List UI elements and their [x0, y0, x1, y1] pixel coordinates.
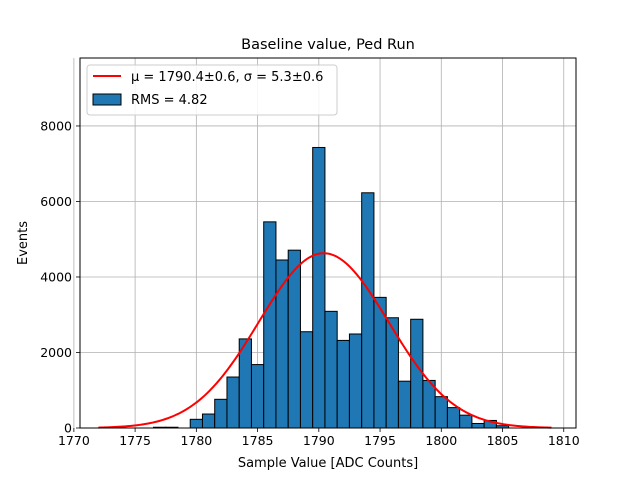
histogram-bar: [471, 422, 485, 429]
histogram-bar: [299, 331, 314, 429]
plot-area: 1770 1775 1780 1785 1790 1795 1800 1805 1810 0 20…: [40, 57, 580, 448]
gaussian-fit-curve: [98, 252, 552, 429]
legend-box: [86, 64, 338, 116]
y-tick-label: 2000: [40, 345, 72, 360]
y-axis-label: Events: [16, 221, 31, 265]
histogram-bar: [397, 380, 412, 429]
histogram-bar: [263, 221, 277, 429]
y-axis-ticks: 0 2000 4000 6000 8000: [40, 118, 80, 436]
y-tick-label: 0: [64, 421, 72, 436]
x-tick-label: 1785: [242, 433, 274, 448]
histogram-bars: [152, 146, 510, 429]
x-axis-label: Sample Value [ADC Counts]: [238, 456, 418, 471]
x-tick-label: 1800: [425, 433, 457, 448]
x-tick-label: 1790: [303, 433, 335, 448]
histogram-bar: [312, 146, 326, 429]
legend-rms-label: RMS = 4.82: [131, 93, 208, 108]
histogram-bar: [201, 413, 216, 429]
histogram-bar: [459, 414, 473, 429]
axes-frame: [79, 57, 577, 429]
histogram-bar: [287, 249, 301, 429]
histogram-bar: [250, 364, 265, 429]
histogram-bar: [189, 418, 203, 429]
x-tick-label: 1775: [119, 433, 151, 448]
histogram-bar: [214, 398, 228, 429]
legend: μ = 1790.4±0.6, σ = 5.3±0.6 RMS = 4.82: [86, 64, 338, 116]
histogram-bar: [324, 310, 338, 429]
x-tick-label: 1770: [58, 433, 90, 448]
y-tick-label: 8000: [40, 118, 72, 133]
histogram-bar: [336, 339, 350, 429]
histogram-bar: [422, 379, 436, 429]
x-tick-label: 1805: [487, 433, 519, 448]
x-axis-ticks: 1770 1775 1780 1785 1790 1795 1800 1805 1810: [58, 428, 580, 448]
histogram-bar: [348, 333, 363, 429]
x-tick-label: 1795: [364, 433, 396, 448]
histogram-bar: [373, 296, 387, 429]
histogram-bar: [410, 318, 424, 429]
chart-title: Baseline value, Ped Run: [241, 37, 415, 53]
x-tick-label: 1810: [548, 433, 580, 448]
legend-histogram-swatch: [92, 93, 122, 106]
legend-fit-label: μ = 1790.4±0.6, σ = 5.3±0.6: [131, 70, 323, 85]
histogram-bar: [446, 407, 461, 429]
histogram-bar: [361, 192, 375, 429]
y-tick-label: 6000: [40, 194, 72, 209]
x-tick-label: 1780: [180, 433, 212, 448]
histogram-bar: [238, 338, 252, 429]
y-tick-label: 4000: [40, 269, 72, 284]
histogram-bar: [226, 376, 240, 429]
histogram-bar: [434, 396, 448, 429]
